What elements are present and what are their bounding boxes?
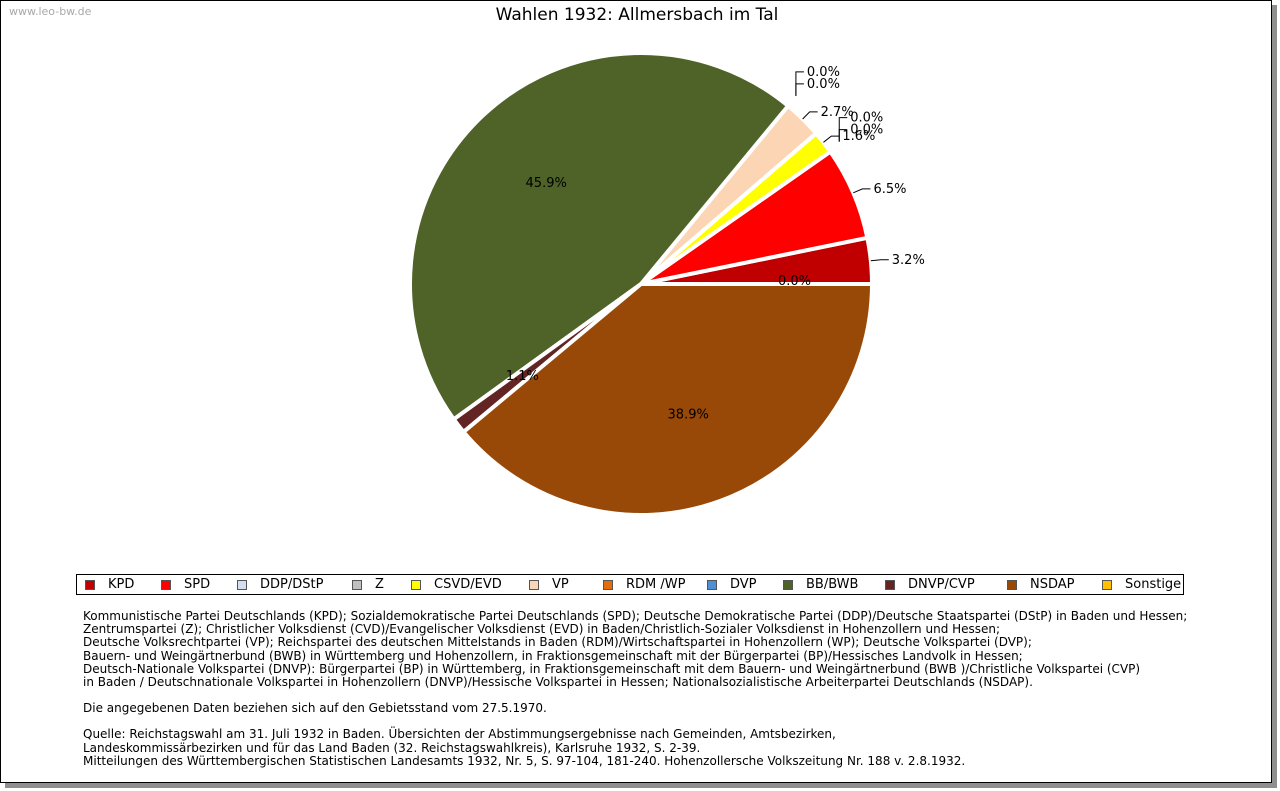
legend-label: DDP/DStP xyxy=(260,577,324,592)
leader-dvp xyxy=(795,83,804,96)
legend-label: Sonstige xyxy=(1125,577,1182,592)
note-source-1: Quelle: Reichstagswahl am 31. Juli 1932 … xyxy=(83,727,836,742)
chart-legend: KPD SPD DDP/DStP Z CSVD/EVD VP RDM /WP DVP BB/BW… xyxy=(76,574,1184,595)
slice-label-sonstige: 0.0% xyxy=(778,274,811,289)
pie-chart: 45.9%38.9%3.2%6.5%1.6%2.7%0.0%0.0%0.0%0.… xyxy=(408,51,925,517)
legend-swatch xyxy=(529,580,539,590)
legend-label: DVP xyxy=(730,577,757,592)
note-source-2: Landeskommissärbezirken und für das Land… xyxy=(83,740,701,755)
legend-swatch xyxy=(783,580,793,590)
slice-label-dnvp-cvp: 1.1% xyxy=(506,369,539,384)
leader-spd xyxy=(853,188,871,194)
legend-swatch xyxy=(603,580,613,590)
slice-label-vp: 2.7% xyxy=(821,105,854,120)
legend-label: VP xyxy=(552,577,569,592)
legend-swatch xyxy=(161,580,171,590)
note-line-parties-2: Zentrumspartei (Z); Christlicher Volksdi… xyxy=(83,622,1001,637)
legend-swatch xyxy=(885,580,895,590)
slice-label-z: 0.0% xyxy=(850,123,883,138)
legend-label: SPD xyxy=(184,577,211,592)
leader-z xyxy=(838,129,848,142)
note-line-parties-3: Deutsche Volksrechtpartei (VP); Reichspa… xyxy=(83,635,1032,650)
slice-label-bb-bwb: 45.9% xyxy=(526,176,567,191)
leader-csvd-evd xyxy=(823,135,840,143)
legend-swatch xyxy=(237,580,247,590)
legend-swatch xyxy=(411,580,421,590)
legend-label: RDM /WP xyxy=(626,577,686,592)
slice-label-dvp: 0.0% xyxy=(807,77,840,92)
watermark: www.leo-bw.de xyxy=(9,5,92,18)
legend-swatch xyxy=(85,580,95,590)
notes: Kommunistische Partei Deutschlands (KPD)… xyxy=(83,609,1233,768)
note-source-3: Mitteilungen des Württembergischen Stati… xyxy=(83,753,966,768)
leader-vp xyxy=(802,111,818,120)
legend-label: Z xyxy=(375,577,384,592)
legend-label: NSDAP xyxy=(1030,577,1075,592)
leader-kpd xyxy=(870,259,889,262)
slice-label-kpd: 3.2% xyxy=(892,253,925,268)
slice-label-nsdap: 38.9% xyxy=(668,407,709,422)
legend-label: CSVD/EVD xyxy=(434,577,502,592)
legend-swatch xyxy=(707,580,717,590)
note-line-parties-4: Bauern- und Weingärtnerbund (BWB) in Wür… xyxy=(83,648,1023,663)
note-line-parties-1: Kommunistische Partei Deutschlands (KPD)… xyxy=(83,609,1188,623)
legend-swatch xyxy=(1007,580,1017,590)
legend-label: DNVP/CVP xyxy=(908,577,975,592)
slice-label-spd: 6.5% xyxy=(873,182,906,197)
legend-label: KPD xyxy=(108,577,135,592)
legend-label: BB/BWB xyxy=(806,577,859,592)
note-line-parties-5: Deutsch-Nationale Volkspartei (DNVP): Bü… xyxy=(83,661,1141,676)
slice-label-rdm-wp: 0.0% xyxy=(807,65,840,80)
slice-label-csvd-evd: 1.6% xyxy=(842,129,875,144)
legend-swatch xyxy=(352,580,362,590)
legend-swatch xyxy=(1102,580,1112,590)
pie-slice-nsdap xyxy=(460,282,875,517)
note-territory: Die angegebenen Daten beziehen sich auf … xyxy=(83,701,547,716)
slice-label-ddp-dstp: 0.0% xyxy=(850,111,883,126)
note-line-parties-6: in Baden / Deutschnationale Volkspartei … xyxy=(83,675,1033,690)
chart-title: Wahlen 1932: Allmersbach im Tal xyxy=(495,5,779,25)
pie-slice-bb-bwb xyxy=(408,51,791,423)
